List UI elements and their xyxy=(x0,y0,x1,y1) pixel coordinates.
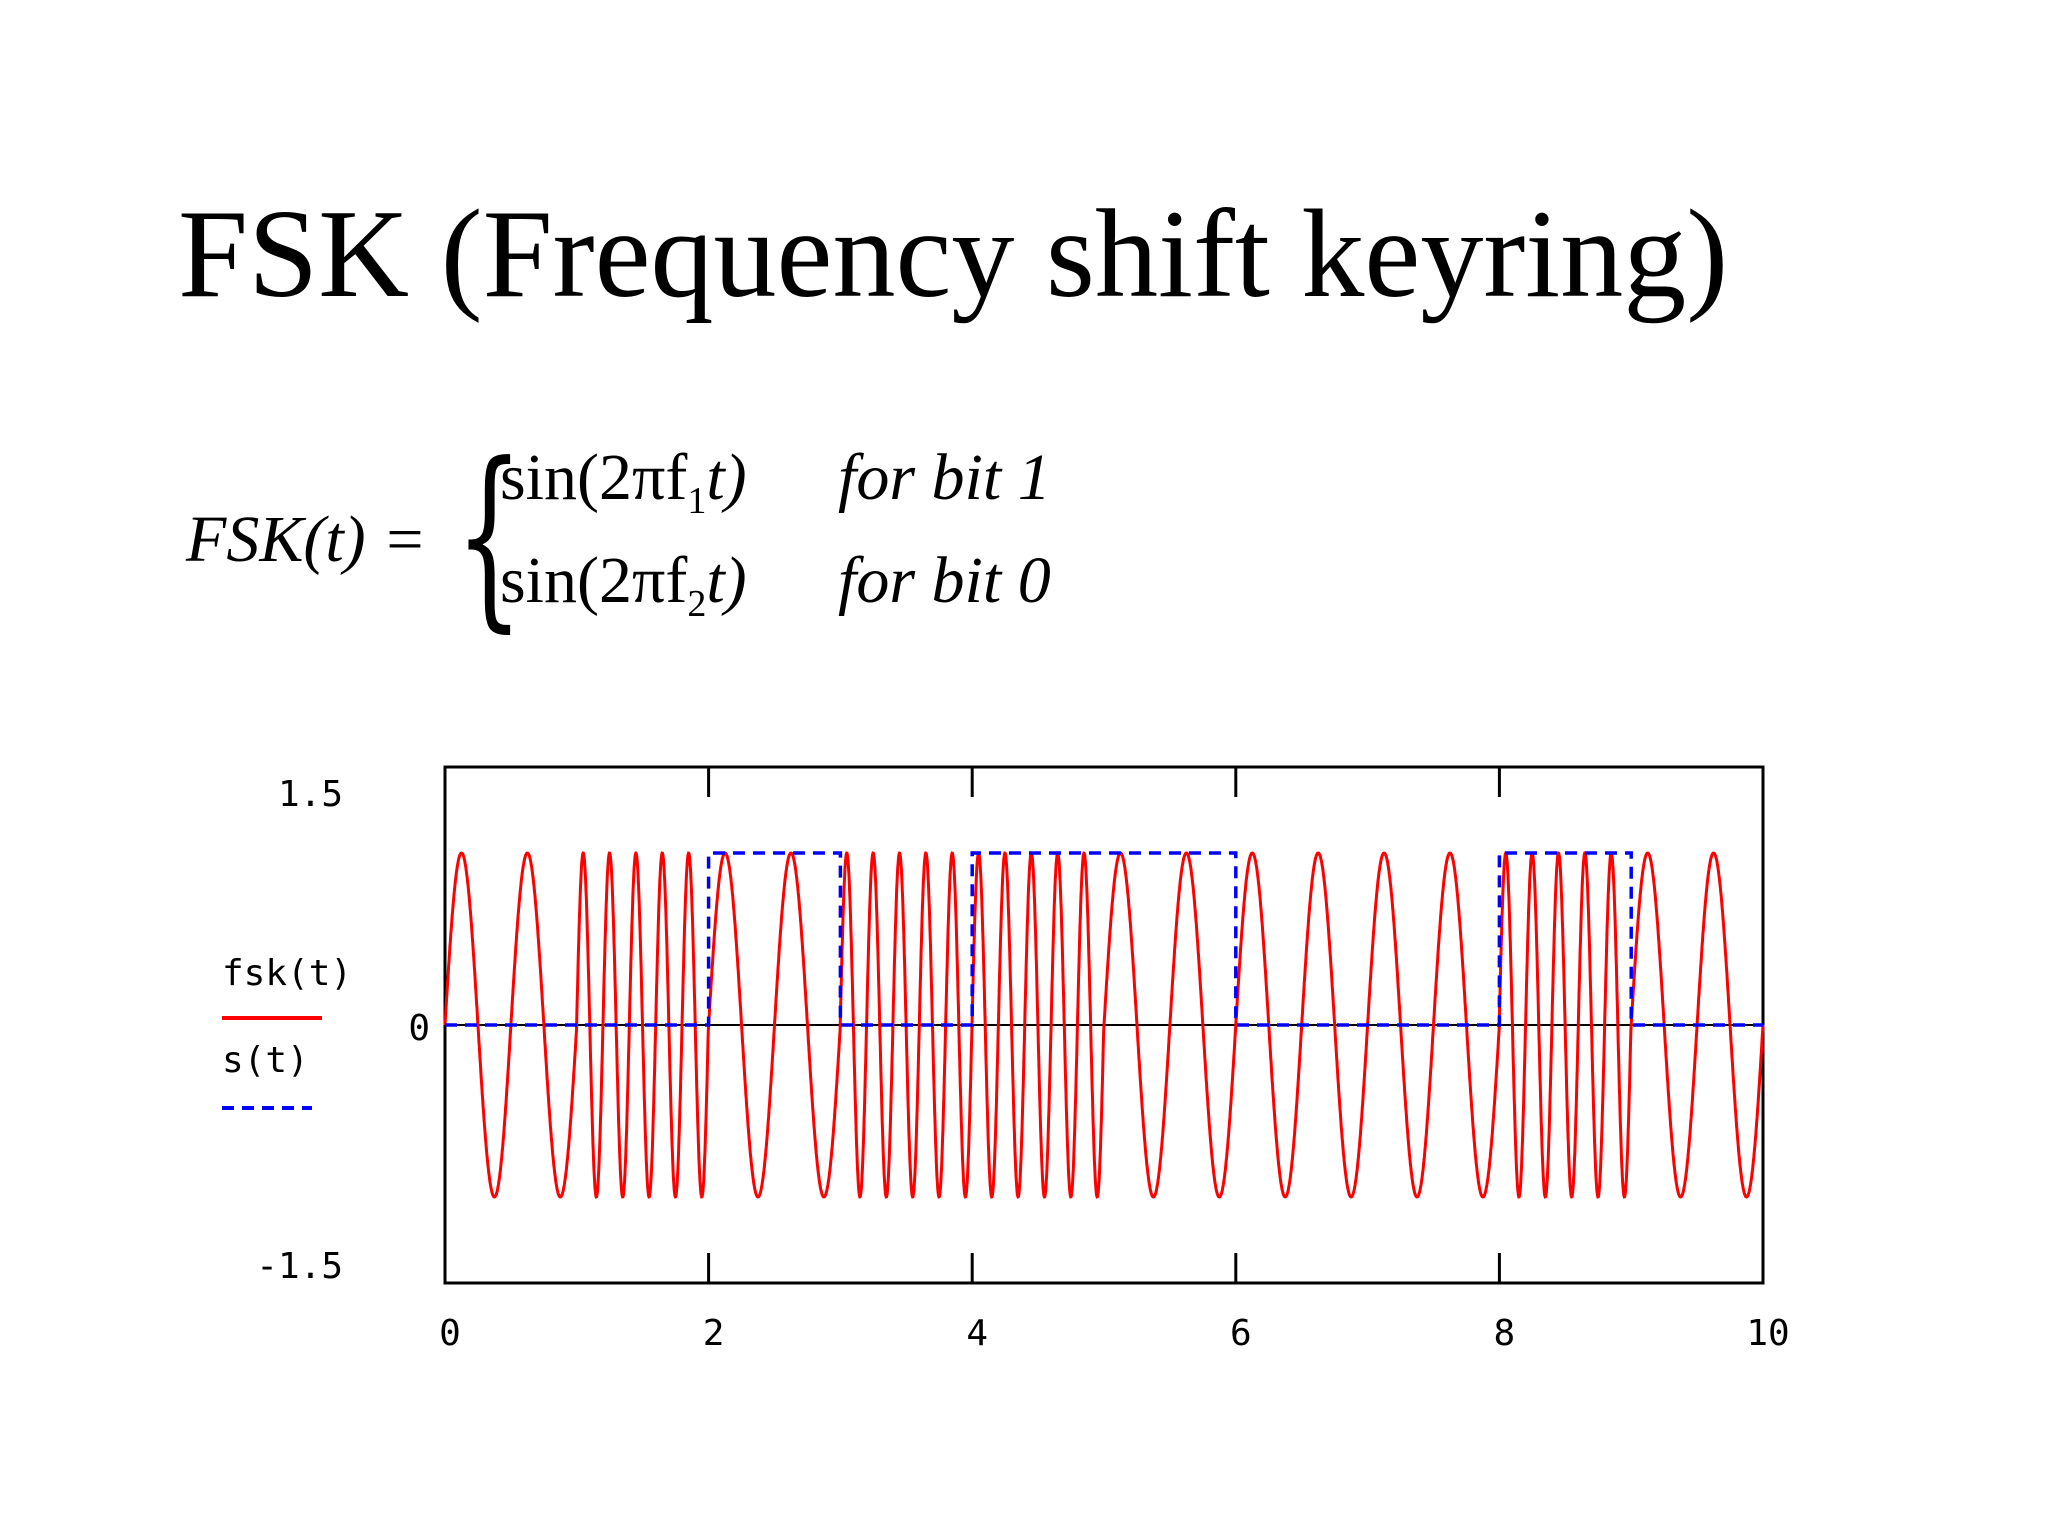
fsk-formula: FSK(t) = { sin(2πf1t) for bit 1 sin(2πf2… xyxy=(0,430,1100,650)
legend-label-fsk: fsk(t) xyxy=(222,953,352,994)
x-tick-label: 2 xyxy=(703,1313,725,1354)
legend-label-s: s(t) xyxy=(222,1040,309,1081)
y-tick-labels: 1.5 0 -1.5 xyxy=(256,774,430,1287)
formula-case1-expression: sin(2πf1t) xyxy=(500,441,747,523)
formula-case1-condition: for bit 1 xyxy=(838,441,1051,514)
x-tick-marks xyxy=(707,767,1501,1283)
y-tick-label: 0 xyxy=(408,1008,430,1049)
formula-case2-expression: sin(2πf2t) xyxy=(500,544,747,626)
slide-title: FSK (Frequency shift keyring) xyxy=(178,185,1729,324)
formula-case2-condition: for bit 0 xyxy=(838,544,1051,617)
y-tick-label: -1.5 xyxy=(256,1246,343,1287)
x-tick-label: 10 xyxy=(1746,1313,1789,1354)
x-tick-label: 4 xyxy=(966,1313,988,1354)
series-fsk-line xyxy=(443,851,1765,1199)
y-tick-label: 1.5 xyxy=(278,774,343,815)
x-tick-label: 6 xyxy=(1230,1313,1252,1354)
x-tick-labels: 0 2 4 6 8 10 xyxy=(439,1313,1790,1354)
x-tick-label: 8 xyxy=(1494,1313,1516,1354)
legend: fsk(t) s(t) xyxy=(222,953,352,1110)
formula-brace: { xyxy=(455,422,524,650)
formula-lhs: FSK(t) = xyxy=(186,503,427,576)
series-s-line xyxy=(445,851,1763,1027)
x-tick-label: 0 xyxy=(439,1313,461,1354)
